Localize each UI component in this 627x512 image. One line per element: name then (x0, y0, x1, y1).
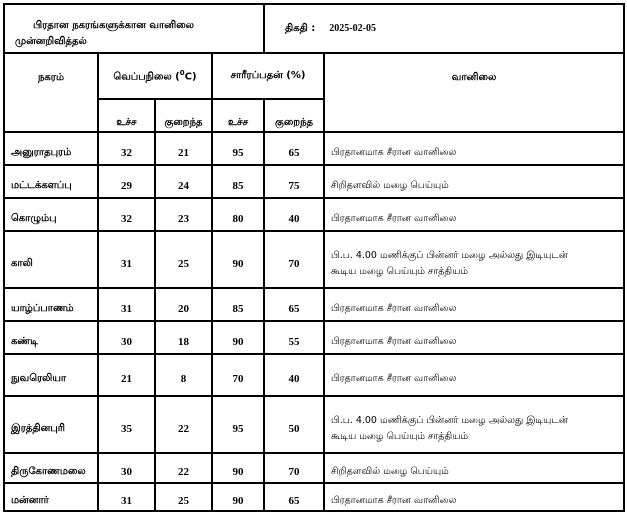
city-cell: காலி (3, 230, 99, 289)
table-row: மன்னார் 31 25 90 65 பிரதானமாக சீரான வானிலை (3, 482, 626, 512)
humidity-low-cell: 40 (263, 197, 326, 232)
header-weather: வானிலை (323, 52, 626, 133)
weather-cell: பிரதானமாக சீரான வானிலை (323, 320, 626, 355)
temp-high-cell: 31 (97, 482, 156, 512)
weather-cell: பிரதானமாக சீரான வானிலை (323, 197, 626, 232)
temp-low-cell: 25 (154, 230, 213, 289)
humidity-low-cell: 65 (263, 482, 326, 512)
temp-high-cell: 30 (97, 320, 156, 355)
header-hum-high: உச்ச (210, 98, 266, 133)
table-row: இரத்தினபுரி 35 22 95 50 பி.ப. 4.00 மணிக்குப் … (3, 395, 626, 454)
temp-low-cell: 20 (154, 287, 213, 322)
table-row: அனுராதபுரம் 32 21 95 65 பிரதானமாக சீரான வானில… (3, 131, 626, 166)
date-cell: திகதி : 2025-02-05 (263, 3, 626, 54)
humidity-high-cell: 95 (210, 131, 266, 166)
weather-cell: பி.ப. 4.00 மணிக்குப் பின்னர் மழை அல்லது … (323, 230, 626, 289)
humidity-high-cell: 85 (210, 287, 266, 322)
table-row: யாழ்ப்பாணம் 31 20 85 65 பிரதானமாக சீரான வானில… (3, 287, 626, 322)
temp-high-cell: 21 (97, 353, 156, 397)
humidity-low-cell: 70 (263, 452, 326, 484)
header-hum-low: குறைந்த (263, 98, 326, 133)
humidity-high-cell: 90 (210, 452, 266, 484)
date-value: 2025-02-05 (329, 22, 376, 34)
humidity-high-cell: 80 (210, 197, 266, 232)
weather-cell: பிரதானமாக சீரான வானிலை (323, 131, 626, 166)
table-row: மட்டக்களப்பு 29 24 85 75 சிறிதளவில் மழை பெய்ய… (3, 164, 626, 199)
temp-low-cell: 21 (154, 131, 213, 166)
weather-cell: பிரதானமாக சீரான வானிலை (323, 482, 626, 512)
temp-low-cell: 25 (154, 482, 213, 512)
temp-low-cell: 22 (154, 452, 213, 484)
humidity-low-cell: 65 (263, 131, 326, 166)
page-title: பிரதான நகரங்களுக்கான வானிலை முன்னறிவித்தல… (2, 3, 266, 54)
humidity-high-cell: 90 (210, 230, 266, 289)
temp-low-cell: 8 (154, 353, 213, 397)
header-temp-high: உச்ச (97, 98, 156, 133)
title-line-2: முன்னறிவித்தல் (15, 35, 87, 47)
city-cell: நுவரெலியா (3, 353, 99, 397)
table-row: நுவரெலியா 21 8 70 40 பிரதானமாக சீரான வானிலை (3, 353, 626, 397)
city-cell: அனுராதபுரம் (3, 131, 99, 166)
date-label: திகதி : (285, 22, 316, 34)
header-city: நகரம் (3, 52, 99, 133)
humidity-low-cell: 70 (263, 230, 326, 289)
temp-high-cell: 31 (97, 287, 156, 322)
temp-high-cell: 32 (97, 197, 156, 232)
city-cell: திருகோணமலை (3, 452, 99, 484)
humidity-high-cell: 85 (210, 164, 266, 199)
table-row: கண்டி 30 18 90 55 பிரதானமாக சீரான வானிலை (3, 320, 626, 355)
table-row: காலி 31 25 90 70 பி.ப. 4.00 மணிக்குப் பின்னர்… (3, 230, 626, 289)
humidity-high-cell: 70 (210, 353, 266, 397)
weather-cell: பிரதானமாக சீரான வானிலை (323, 287, 626, 322)
humidity-high-cell: 95 (210, 395, 266, 454)
city-cell: கொழும்பு (3, 197, 99, 232)
temp-low-cell: 18 (154, 320, 213, 355)
table-row: திருகோணமலை 30 22 90 70 சிறிதளவில் மழை பெய்யும… (3, 452, 626, 484)
city-cell: மட்டக்களப்பு (3, 164, 99, 199)
city-cell: இரத்தினபுரி (3, 395, 99, 454)
humidity-low-cell: 65 (263, 287, 326, 322)
weather-cell: பிரதானமாக சீரான வானிலை (323, 353, 626, 397)
humidity-low-cell: 55 (263, 320, 326, 355)
city-cell: மன்னார் (3, 482, 99, 512)
header-humidity: சாரீரப்பதன் (%) (210, 52, 326, 100)
header-temp-low: குறைந்த (154, 98, 213, 133)
city-cell: யாழ்ப்பாணம் (3, 287, 99, 322)
temp-low-cell: 23 (154, 197, 213, 232)
temp-high-cell: 29 (97, 164, 156, 199)
city-cell: கண்டி (3, 320, 99, 355)
temp-low-cell: 22 (154, 395, 213, 454)
temp-high-cell: 35 (97, 395, 156, 454)
humidity-high-cell: 90 (210, 320, 266, 355)
humidity-low-cell: 75 (263, 164, 326, 199)
forecast-table: பிரதான நகரங்களுக்கான வானிலை முன்னறிவித்தல… (2, 3, 626, 512)
weather-cell: பி.ப. 4.00 மணிக்குப் பின்னர் மழை அல்லது … (323, 395, 626, 454)
temp-high-cell: 32 (97, 131, 156, 166)
weather-cell: சிறிதளவில் மழை பெய்யும் (323, 164, 626, 199)
title-line-1: பிரதான நகரங்களுக்கான வானிலை (33, 19, 194, 31)
weather-cell: சிறிதளவில் மழை பெய்யும் (323, 452, 626, 484)
humidity-low-cell: 50 (263, 395, 326, 454)
header-temperature: வெப்பநிலை (0C) (97, 52, 213, 100)
humidity-low-cell: 40 (263, 353, 326, 397)
temp-low-cell: 24 (154, 164, 213, 199)
humidity-high-cell: 90 (210, 482, 266, 512)
temp-high-cell: 30 (97, 452, 156, 484)
table-row: கொழும்பு 32 23 80 40 பிரதானமாக சீரான வானிலை (3, 197, 626, 232)
temp-high-cell: 31 (97, 230, 156, 289)
